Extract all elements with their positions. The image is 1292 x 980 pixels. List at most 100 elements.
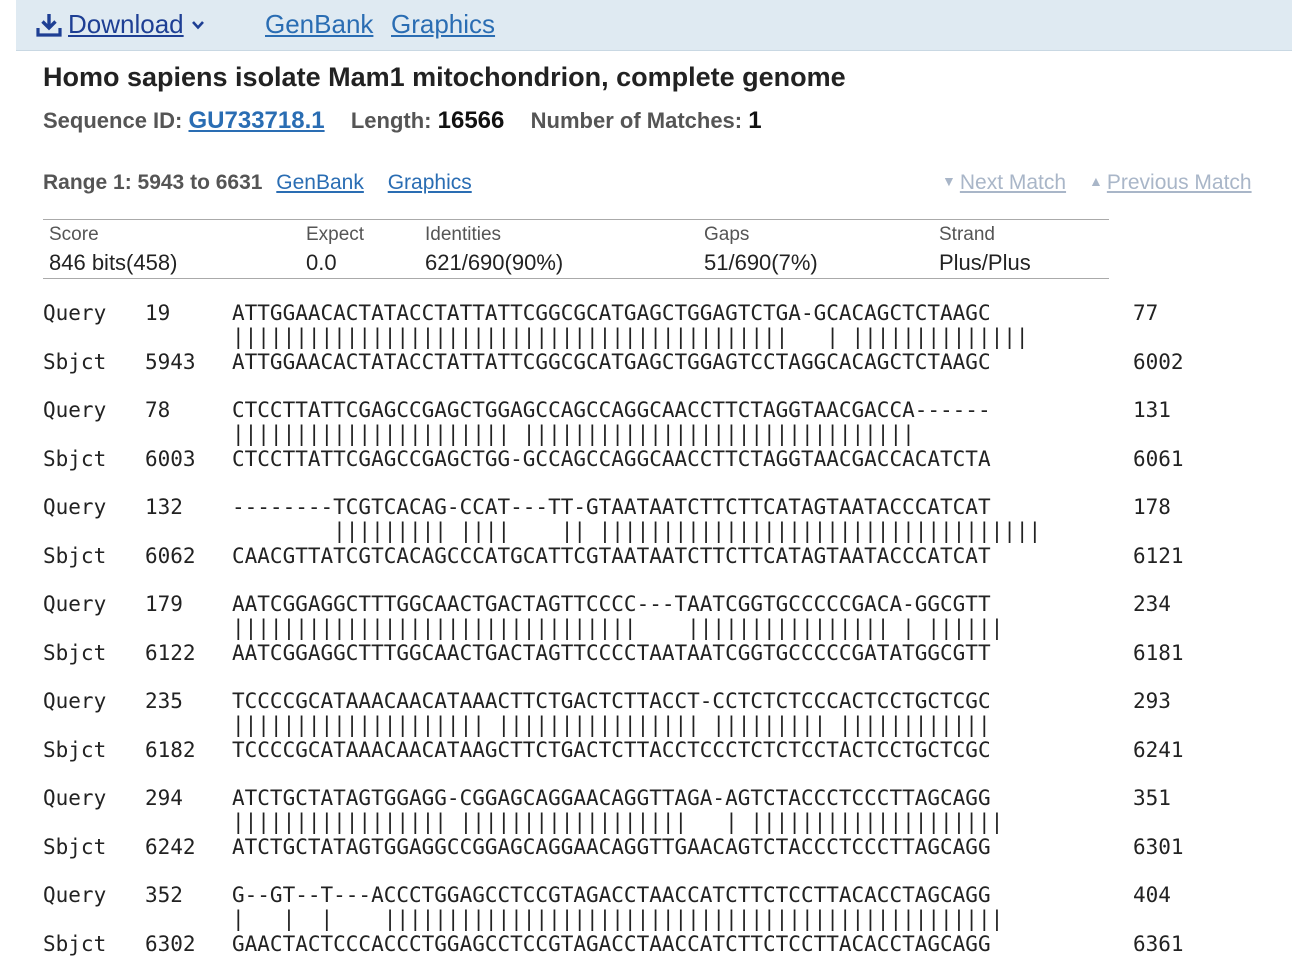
stat-header: Strand <box>939 224 995 245</box>
query-end: 178 <box>1133 495 1171 519</box>
sbjct-sequence: ATTGGAACACTATACCTATTATTCGGCGCATGAGCTGGAG… <box>232 350 991 374</box>
triangle-down-icon: ▼ <box>942 173 956 189</box>
sbjct-label: Sbjct <box>43 447 107 471</box>
sbjct-label: Sbjct <box>43 641 107 665</box>
graphics-link[interactable]: Graphics <box>391 9 496 39</box>
alignment-stats-table: Score 846 bits(458) Expect 0.0 Identitie… <box>43 219 1109 279</box>
query-start: 179 <box>145 592 183 616</box>
chevron-down-icon[interactable] <box>190 17 206 33</box>
range-genbank-link[interactable]: GenBank <box>276 171 364 194</box>
sbjct-sequence: CAACGTTATCGTCACAGCCCATGCATTCGTAATAATCTTC… <box>232 544 991 568</box>
range-graphics-link[interactable]: Graphics <box>387 171 472 194</box>
query-label: Query <box>43 301 107 325</box>
query-end: 131 <box>1133 398 1171 422</box>
page-title: Homo sapiens isolate Mam1 mitochondrion,… <box>43 62 846 92</box>
query-sequence: --------TCGTCACAG-CCAT---TT-GTAATAATCTTC… <box>232 495 991 519</box>
query-end: 77 <box>1133 301 1159 325</box>
query-label: Query <box>43 495 107 519</box>
stat-strand: Strand Plus/Plus <box>939 224 1031 276</box>
sbjct-end: 6301 <box>1133 835 1184 859</box>
triangle-up-icon: ▲ <box>1089 173 1103 189</box>
match-line: ||||||||||||||||||||||||||||||||||||||||… <box>232 325 1029 349</box>
stat-value: 51/690(7%) <box>704 250 818 275</box>
previous-match-link[interactable]: ▲ Previous Match <box>1089 171 1252 195</box>
sbjct-sequence: CTCCTTATTCGAGCCGAGCTGG-GCCAGCCAGGCAACCTT… <box>232 447 991 471</box>
stat-value: 846 bits(458) <box>49 250 178 275</box>
alignment-block: Query 294 ATCTGCTATAGTGGAGG-CGGAGCAGGAAC… <box>0 785 1292 883</box>
sbjct-start: 6242 <box>145 835 196 859</box>
query-start: 132 <box>145 495 183 519</box>
matches-label: Number of Matches: <box>530 108 743 133</box>
next-match-link[interactable]: ▼ Next Match <box>942 171 1066 195</box>
query-start: 294 <box>145 786 183 810</box>
stat-header: Identities <box>425 224 502 245</box>
sbjct-end: 6241 <box>1133 738 1184 762</box>
match-line: ||||||||| |||| || ||||||||||||||||||||||… <box>232 519 1042 543</box>
alignment-block: Query 179 AATCGGAGGCTTTGGCAACTGACTAGTTCC… <box>0 591 1292 689</box>
download-label[interactable]: Download <box>68 9 184 39</box>
query-sequence: CTCCTTATTCGAGCCGAGCTGGAGCCAGCCAGGCAACCTT… <box>232 398 991 422</box>
sbjct-sequence: TCCCCGCATAAACAACATAAGCTTCTGACTCTTACCTCCC… <box>232 738 991 762</box>
alignment-block: Query 132 --------TCGTCACAG-CCAT---TT-GT… <box>0 494 1292 592</box>
query-label: Query <box>43 592 107 616</box>
stat-value: 0.0 <box>306 250 337 275</box>
alignment-block: Query 352 G--GT--T---ACCCTGGAGCCTCCGTAGA… <box>0 882 1292 980</box>
query-end: 404 <box>1133 883 1171 907</box>
sbjct-sequence: GAACTACTCCCACCCTGGAGCCTCCGTAGACCTAACCATC… <box>232 932 991 956</box>
match-line: |||||||||||||||||||||||||||||||| |||||||… <box>232 616 1004 640</box>
previous-match-label[interactable]: Previous Match <box>1106 171 1252 194</box>
download-icon <box>36 13 62 37</box>
query-start: 78 <box>145 398 171 422</box>
stat-value: 621/690(90%) <box>425 250 564 275</box>
sbjct-label: Sbjct <box>43 544 107 568</box>
download-button[interactable]: Download <box>36 9 206 40</box>
sbjct-start: 6182 <box>145 738 196 762</box>
match-line: |||||||||||||||||||| |||||||||||||||| ||… <box>232 713 991 737</box>
stat-header: Gaps <box>704 224 750 245</box>
query-label: Query <box>43 786 107 810</box>
next-match-label[interactable]: Next Match <box>959 171 1067 194</box>
stat-header: Score <box>49 224 99 245</box>
stat-value: Plus/Plus <box>939 250 1031 275</box>
sbjct-start: 6062 <box>145 544 196 568</box>
sbjct-label: Sbjct <box>43 835 107 859</box>
stat-expect: Expect 0.0 <box>306 224 364 276</box>
genbank-link[interactable]: GenBank <box>265 9 374 39</box>
stat-gaps: Gaps 51/690(7%) <box>704 224 818 276</box>
stat-identities: Identities 621/690(90%) <box>425 224 563 276</box>
sbjct-start: 5943 <box>145 350 196 374</box>
alignment-block: Query 235 TCCCCGCATAAACAACATAAACTTCTGACT… <box>0 688 1292 786</box>
query-start: 19 <box>145 301 171 325</box>
sbjct-end: 6061 <box>1133 447 1184 471</box>
length-value: 16566 <box>437 107 505 134</box>
query-sequence: G--GT--T---ACCCTGGAGCCTCCGTAGACCTAACCATC… <box>232 883 991 907</box>
sbjct-end: 6121 <box>1133 544 1184 568</box>
query-start: 352 <box>145 883 183 907</box>
sbjct-sequence: AATCGGAGGCTTTGGCAACTGACTAGTTCCCCTAATAATC… <box>232 641 991 665</box>
sequence-meta: Sequence ID: GU733718.1 Length: 16566 Nu… <box>43 107 762 135</box>
query-label: Query <box>43 398 107 422</box>
toolbar: Download GenBank Graphics <box>16 0 1292 51</box>
length-label: Length: <box>350 108 432 133</box>
matches-value: 1 <box>748 107 762 134</box>
range-header: Range 1: 5943 to 6631 GenBank Graphics <box>43 171 472 195</box>
sbjct-label: Sbjct <box>43 932 107 956</box>
query-sequence: ATTGGAACACTATACCTATTATTCGGCGCATGAGCTGGAG… <box>232 301 991 325</box>
query-sequence: ATCTGCTATAGTGGAGG-CGGAGCAGGAACAGGTTAGA-A… <box>232 786 991 810</box>
sbjct-end: 6181 <box>1133 641 1184 665</box>
sequence-id-link[interactable]: GU733718.1 <box>188 107 325 134</box>
sbjct-label: Sbjct <box>43 350 107 374</box>
sbjct-start: 6003 <box>145 447 196 471</box>
alignment-block: Query 19 ATTGGAACACTATACCTATTATTCGGCGCAT… <box>0 300 1292 398</box>
alignment-block: Query 78 CTCCTTATTCGAGCCGAGCTGGAGCCAGCCA… <box>0 397 1292 495</box>
sbjct-end: 6361 <box>1133 932 1184 956</box>
sequence-id-label: Sequence ID: <box>43 108 183 133</box>
query-label: Query <box>43 883 107 907</box>
query-sequence: AATCGGAGGCTTTGGCAACTGACTAGTTCCCC---TAATC… <box>232 592 991 616</box>
query-end: 293 <box>1133 689 1171 713</box>
sbjct-label: Sbjct <box>43 738 107 762</box>
match-line: |||||||||||||||||||||| |||||||||||||||||… <box>232 422 915 446</box>
query-end: 351 <box>1133 786 1171 810</box>
sbjct-start: 6122 <box>145 641 196 665</box>
match-line: | | | ||||||||||||||||||||||||||||||||||… <box>232 907 1004 931</box>
